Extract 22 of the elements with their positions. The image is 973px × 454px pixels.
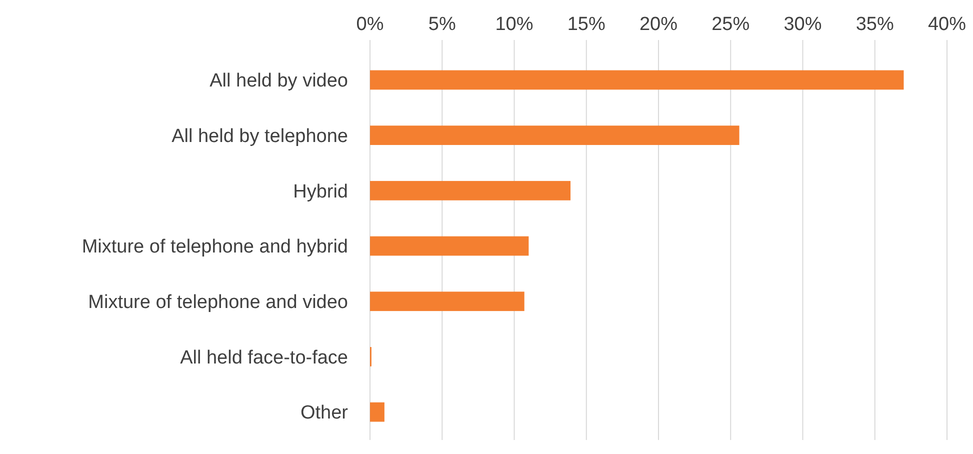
x-tick-label: 40% xyxy=(928,14,966,35)
y-tick-label: All held by telephone xyxy=(172,126,348,147)
y-tick-label: Hybrid xyxy=(293,181,348,202)
y-tick-label: Mixture of telephone and video xyxy=(88,292,348,313)
x-tick-label: 10% xyxy=(495,14,534,35)
x-tick-label: 35% xyxy=(856,14,894,35)
x-tick-label: 20% xyxy=(639,14,678,35)
x-tick-label: 5% xyxy=(428,14,456,35)
bar xyxy=(370,402,384,422)
y-tick-label: Mixture of telephone and hybrid xyxy=(82,236,348,258)
y-tick-label: All held by video xyxy=(210,70,348,92)
bar xyxy=(370,70,904,90)
y-tick-label: Other xyxy=(300,402,349,424)
x-tick-label: 15% xyxy=(567,14,606,35)
y-tick-label: All held face-to-face xyxy=(180,347,348,368)
bar xyxy=(370,236,529,256)
x-tick-label: 0% xyxy=(356,14,384,35)
bar xyxy=(370,180,571,200)
x-tick-label: 30% xyxy=(784,14,822,35)
x-tick-label: 25% xyxy=(712,14,750,35)
bar xyxy=(370,292,524,312)
bar xyxy=(370,126,740,145)
